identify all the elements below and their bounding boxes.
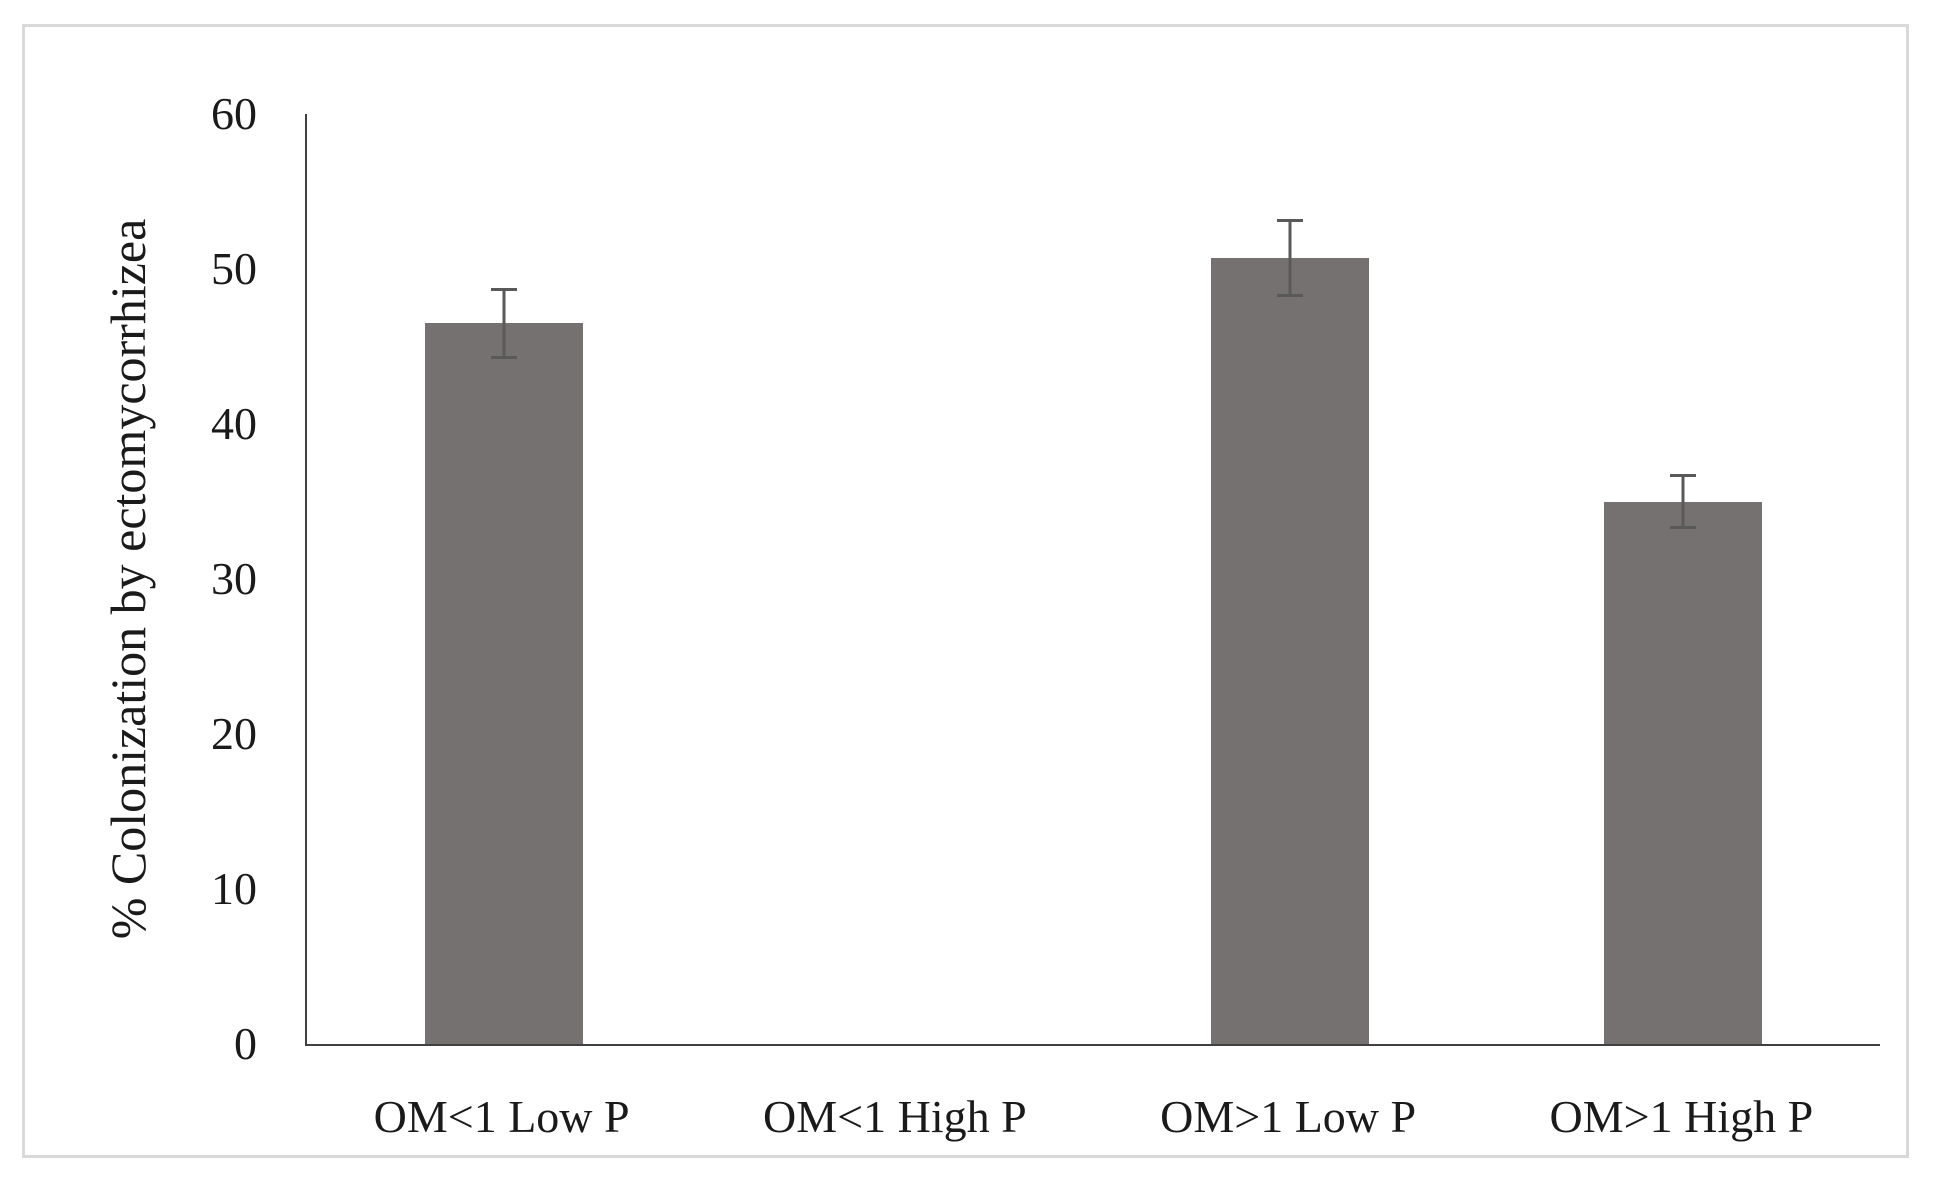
error-bar-cap-bottom (1277, 293, 1304, 297)
bars-container (307, 114, 1880, 1044)
error-bar (1670, 473, 1697, 530)
bar (424, 323, 583, 1044)
bar (1604, 501, 1763, 1044)
y-tick-label: 0 (234, 1018, 257, 1069)
error-bar-cap-top (1670, 473, 1697, 477)
error-bar (1277, 219, 1304, 297)
y-tick-label: 10 (211, 863, 257, 915)
x-category-label: OM<1 High P (763, 1091, 1027, 1142)
y-tick-label: 40 (211, 398, 257, 450)
error-bar-cap-bottom (490, 355, 517, 359)
plot-area (305, 114, 1880, 1046)
error-bar-cap-bottom (1670, 526, 1697, 530)
error-bar-line (1681, 473, 1685, 530)
y-axis-tick-labels: 0 10 20 30 40 50 60 (85, 91, 257, 1067)
y-tick-label: 30 (211, 553, 257, 604)
x-category-label: OM>1 High P (1549, 1091, 1814, 1142)
y-tick-label: 50 (211, 243, 257, 294)
bar-slot (307, 114, 700, 1044)
bar-slot (700, 114, 1093, 1044)
error-bar (490, 287, 517, 359)
bar (1211, 258, 1370, 1044)
bar-slot (1487, 114, 1880, 1044)
error-bar-cap-top (1277, 219, 1304, 223)
bar-slot (1094, 114, 1487, 1044)
x-category-label: OM<1 Low P (373, 1091, 630, 1142)
y-tick-label: 20 (211, 708, 257, 760)
error-bar-line (1288, 219, 1292, 297)
y-tick-label: 60 (211, 88, 257, 139)
error-bar-cap-top (490, 287, 517, 291)
x-category-label: OM>1 Low P (1160, 1091, 1417, 1142)
x-axis-category-labels: OM<1 Low P OM<1 High P OM>1 Low P OM>1 High… (305, 1052, 1878, 1143)
chart-frame: % Colonization by ectomycorrhizea 0 10 20 3… (22, 24, 1909, 1158)
error-bar-line (502, 287, 506, 359)
